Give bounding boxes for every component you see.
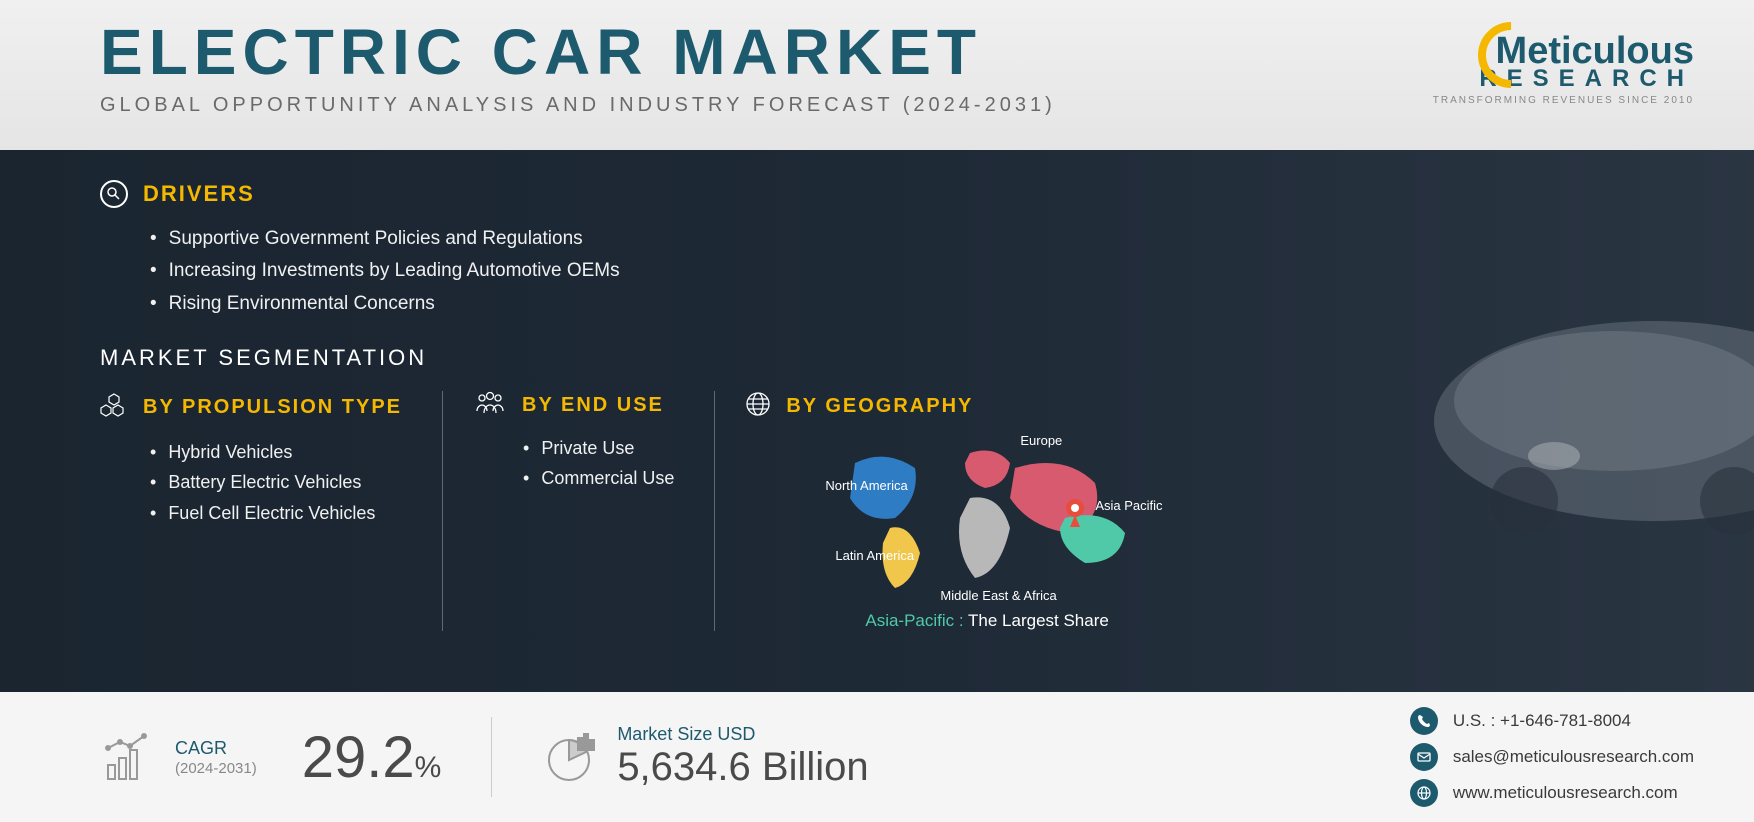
web-icon	[1410, 779, 1438, 807]
divider	[491, 717, 492, 797]
segment-label: BY END USE	[522, 394, 664, 417]
contact-web: www.meticulousresearch.com	[1410, 779, 1694, 807]
logo-tagline: TRANSFORMING REVENUES SINCE 2010	[1433, 95, 1694, 106]
web-text: www.meticulousresearch.com	[1453, 783, 1678, 803]
cagr-period: (2024-2031)	[175, 760, 257, 777]
subtitle: GLOBAL OPPORTUNITY ANALYSIS AND INDUSTRY…	[100, 94, 1433, 117]
main-content: DRIVERS Supportive Government Policies a…	[0, 150, 1754, 692]
contact-block: U.S. : +1-646-781-8004 sales@meticulousr…	[1410, 707, 1694, 807]
list-item: Commercial Use	[523, 463, 674, 494]
title-block: ELECTRIC CAR MARKET GLOBAL OPPORTUNITY A…	[100, 20, 1433, 117]
list-item: Supportive Government Policies and Regul…	[150, 223, 1694, 255]
footer-bar: CAGR (2024-2031) 29.2 % Market Size USD …	[0, 692, 1754, 822]
header-bar: ELECTRIC CAR MARKET GLOBAL OPPORTUNITY A…	[0, 0, 1754, 150]
email-icon	[1410, 743, 1438, 771]
list-item: Fuel Cell Electric Vehicles	[150, 498, 402, 529]
phone-text: U.S. : +1-646-781-8004	[1453, 711, 1631, 731]
pie-chart-icon	[542, 730, 597, 785]
drivers-heading: DRIVERS	[100, 180, 1694, 208]
boxes-icon	[100, 391, 128, 425]
market-value: 5,634.6 Billion	[617, 745, 868, 790]
region-label: Latin America	[835, 548, 914, 563]
region-label: Middle East & Africa	[940, 588, 1056, 603]
segment-geography: BY GEOGRAPHY	[745, 391, 1694, 631]
segments-row: BY PROPULSION TYPE Hybrid Vehicles Batte…	[100, 391, 1694, 631]
list-item: Private Use	[523, 433, 674, 464]
region-label: Asia Pacific	[1095, 498, 1162, 513]
cagr-value: 29.2	[302, 724, 415, 791]
segment-label: BY PROPULSION TYPE	[143, 396, 402, 419]
segment-label: BY GEOGRAPHY	[786, 395, 973, 418]
geo-caption-rest: The Largest Share	[964, 611, 1109, 630]
segment-end-use: BY END USE Private Use Commercial Use	[473, 391, 715, 631]
globe-icon	[745, 391, 771, 423]
market-size-block: Market Size USD 5,634.6 Billion	[542, 724, 868, 790]
growth-chart-icon	[100, 730, 155, 785]
cagr-unit: %	[415, 751, 442, 785]
region-label: North America	[825, 478, 907, 493]
region-label: Europe	[1020, 433, 1062, 448]
brand-logo: Meticulous RESEARCH TRANSFORMING REVENUE…	[1433, 20, 1694, 106]
email-text: sales@meticulousresearch.com	[1453, 747, 1694, 767]
geo-caption: Asia-Pacific : The Largest Share	[865, 611, 1654, 631]
segment-propulsion: BY PROPULSION TYPE Hybrid Vehicles Batte…	[100, 391, 443, 631]
contact-phone: U.S. : +1-646-781-8004	[1410, 707, 1694, 735]
people-icon	[473, 391, 507, 421]
geo-highlight: Asia-Pacific :	[865, 611, 963, 630]
analytics-icon	[100, 180, 128, 208]
world-map: North America Latin America Europe Asia …	[785, 423, 1165, 603]
cagr-block: CAGR (2024-2031) 29.2 %	[100, 724, 441, 791]
infographic-container: ELECTRIC CAR MARKET GLOBAL OPPORTUNITY A…	[0, 0, 1754, 822]
cagr-label: CAGR	[175, 737, 257, 760]
phone-icon	[1410, 707, 1438, 735]
logo-icon: M	[1496, 30, 1528, 73]
contact-email: sales@meticulousresearch.com	[1410, 743, 1694, 771]
list-item: Hybrid Vehicles	[150, 437, 402, 468]
logo-text: eticulous	[1527, 30, 1694, 73]
list-item: Battery Electric Vehicles	[150, 467, 402, 498]
market-label: Market Size USD	[617, 724, 868, 745]
main-title: ELECTRIC CAR MARKET	[100, 20, 1433, 84]
drivers-label: DRIVERS	[143, 181, 255, 207]
